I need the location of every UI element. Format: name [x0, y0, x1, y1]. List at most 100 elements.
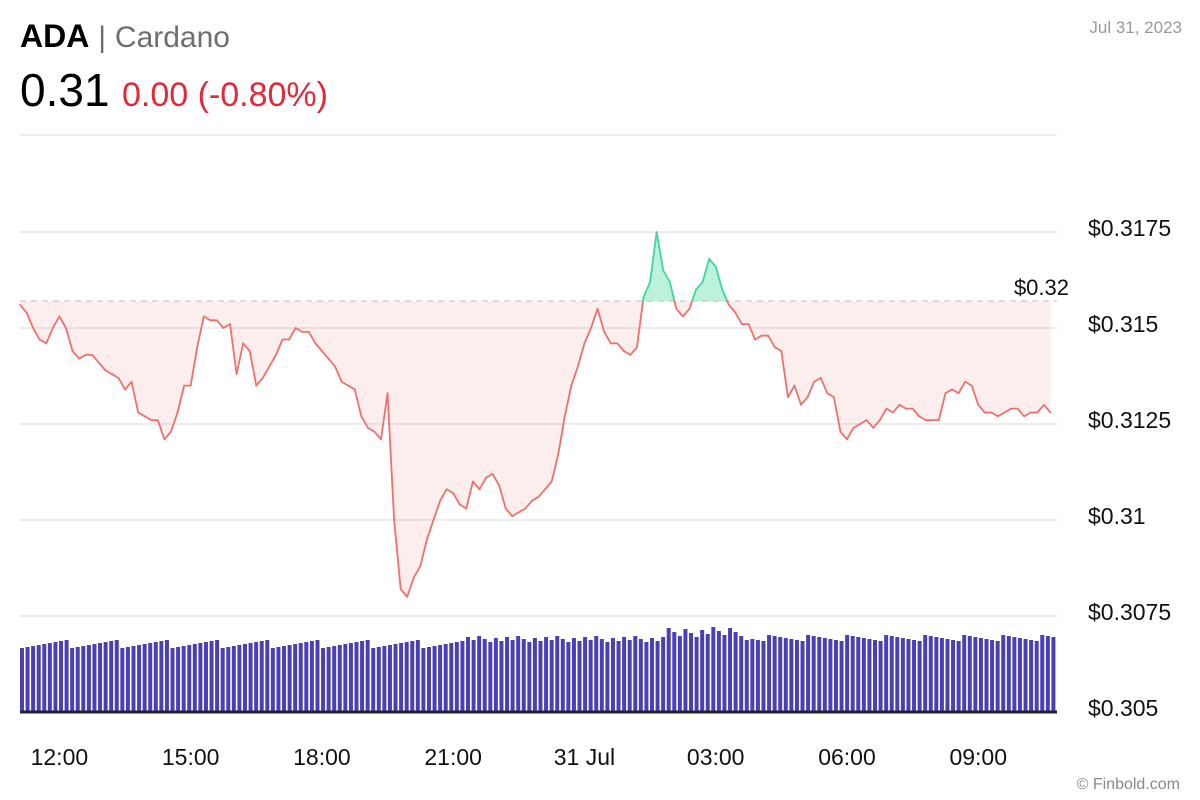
area-fill-segment — [413, 301, 421, 578]
area-fill-segment — [755, 301, 762, 340]
price-line-segment — [878, 407, 888, 422]
volume-bar — [583, 637, 588, 712]
area-fill-segment — [997, 301, 1005, 417]
x-tick-label: 03:00 — [687, 744, 745, 770]
volume-bar — [53, 642, 58, 712]
price-line-segment — [117, 377, 126, 391]
area-fill-segment — [879, 301, 887, 421]
price-line-segment — [563, 384, 573, 418]
volume-bar — [700, 630, 705, 712]
area-fill-segment — [610, 301, 618, 344]
volume-bar — [850, 636, 855, 712]
area-fill-segment — [446, 301, 454, 494]
volume-bar — [856, 637, 861, 712]
price-line-segment — [248, 350, 258, 387]
price-line-segment — [78, 353, 87, 360]
volume-bar — [995, 641, 1000, 712]
price-line-segment — [353, 388, 363, 418]
x-tick-label: 06:00 — [818, 744, 876, 770]
area-fill-segment — [906, 301, 913, 409]
price-line-segment — [673, 300, 678, 310]
volume-bar — [181, 646, 186, 712]
price-line-segment — [885, 407, 894, 414]
volume-bar — [265, 640, 270, 712]
price-line-segment — [445, 488, 455, 495]
volume-bar — [81, 646, 86, 712]
volume-bar — [231, 646, 236, 712]
price-line-segment — [544, 480, 553, 491]
price-line-segment — [327, 357, 336, 368]
price-line-segment — [314, 342, 323, 352]
area-fill-segment — [164, 301, 171, 440]
area-fill-segment — [860, 301, 867, 424]
volume-bar — [332, 646, 337, 712]
price-line-segment — [156, 419, 166, 441]
volume-bar — [315, 640, 320, 712]
price-line-segment — [471, 480, 481, 491]
price-line-segment — [380, 392, 389, 441]
price-line-segment — [124, 380, 133, 391]
price-line-segment — [570, 365, 579, 387]
price-line-segment — [616, 342, 625, 352]
price-line-segment — [944, 388, 953, 395]
area-fill-segment — [65, 301, 73, 352]
volume-bar — [716, 631, 721, 712]
price-line-segment — [997, 411, 1006, 418]
volume-bar — [226, 647, 231, 712]
price-line-segment — [32, 327, 41, 341]
watermark: © Finbold.com — [1076, 776, 1180, 793]
volume-bar — [443, 644, 448, 712]
volume-bar — [783, 638, 788, 712]
volume-bar — [739, 636, 744, 712]
price-line-segment — [130, 380, 140, 414]
volume-bar — [287, 645, 292, 712]
price-line-segment — [787, 384, 796, 399]
area-fill-segment — [210, 301, 217, 321]
area-fill-segment — [623, 301, 631, 355]
price-line-segment — [1016, 407, 1026, 418]
volume-bar — [516, 636, 521, 712]
price-line-segment — [71, 350, 80, 360]
volume-bar — [532, 638, 537, 712]
area-fill-segment — [262, 301, 270, 378]
volume-bar — [31, 646, 36, 712]
price-line-segment — [662, 269, 671, 283]
area-fill-segment — [440, 301, 447, 501]
area-fill-segment — [157, 301, 165, 440]
price-line-segment — [432, 499, 441, 521]
volume-bar — [365, 640, 370, 712]
volume-bar — [209, 641, 214, 712]
price-line-segment — [773, 346, 783, 352]
area-fill-segment — [328, 301, 336, 367]
area-fill-segment — [335, 301, 342, 382]
area-fill-segment — [833, 301, 841, 432]
volume-bar — [683, 629, 688, 712]
volume-bar — [449, 643, 454, 712]
reference-label: $0.32 — [1014, 275, 1069, 300]
price-line-segment — [970, 384, 980, 406]
price-line-segment — [412, 565, 422, 579]
price-line-segment — [636, 300, 644, 349]
area-fill-segment — [853, 301, 861, 428]
area-fill-segment — [479, 301, 486, 490]
area-fill-segment — [59, 301, 66, 328]
price-line-segment — [517, 507, 527, 514]
area-fill-segment — [348, 301, 355, 390]
area-fill-segment — [1011, 301, 1018, 409]
area-fill-segment — [761, 301, 769, 336]
price-line-segment — [806, 380, 816, 399]
volume-bar — [627, 640, 632, 712]
x-tick-label: 31 Jul — [554, 744, 615, 770]
price-line-segment — [229, 323, 238, 375]
area-fill-segment — [499, 301, 506, 509]
current-price: 0.31 — [20, 64, 110, 116]
volume-bar — [521, 639, 526, 712]
volume-bar — [415, 640, 420, 712]
price-line-segment — [852, 423, 862, 429]
volume-bar — [499, 641, 504, 712]
area-fill-segment — [256, 301, 263, 386]
price-line-segment — [1003, 407, 1012, 414]
volume-bar — [382, 646, 387, 712]
price-line-segment — [754, 334, 763, 341]
volume-bar — [822, 638, 827, 712]
